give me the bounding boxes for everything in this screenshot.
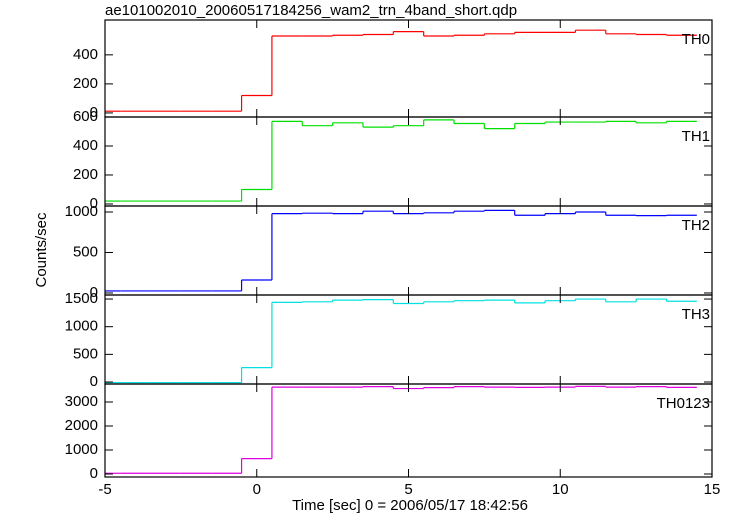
y-tick-label: 0 [90,104,98,121]
y-tick-label: 1000 [65,203,98,220]
y-tick-label: 2000 [65,417,98,434]
panel-frame [104,116,713,207]
x-tick-label: 10 [552,481,569,498]
y-tick-label: 0 [90,195,98,212]
panel-frame [104,294,713,385]
y-tick-label: 500 [73,345,98,362]
y-tick-label: 0 [90,465,98,482]
panel-label: TH3 [682,306,710,323]
y-tick-label: 0 [90,373,98,390]
y-tick-label: 600 [73,108,98,125]
x-tick-label: 5 [404,481,412,498]
chart-title: ae101002010_20060517184256_wam2_trn_4ban… [105,2,517,19]
y-tick-label: 500 [73,243,98,260]
y-tick-label: 3000 [65,393,98,410]
x-tick-label: 15 [704,481,721,498]
x-tick-label: -5 [98,481,111,498]
y-tick-label: 200 [73,166,98,183]
panel-label: TH1 [682,128,710,145]
y-tick-label: 400 [73,46,98,63]
x-tick-label: 0 [253,481,261,498]
panel-frame [104,19,713,118]
y-tick-label: 200 [73,75,98,92]
panel-frame [104,205,713,296]
y-tick-label: 400 [73,137,98,154]
panel-label: TH0123 [657,395,710,412]
y-tick-label: 1000 [65,441,98,458]
x-axis-label: Time [sec] 0 = 2006/05/17 18:42:56 [292,497,528,514]
panel-label: TH2 [682,217,710,234]
panel-label: TH0 [682,31,710,48]
y-tick-label: 1000 [65,318,98,335]
y-tick-label: 0 [90,284,98,301]
y-tick-label: 1500 [65,290,98,307]
y-axis-label: Counts/sec [33,212,50,288]
panel-frame [104,383,713,478]
